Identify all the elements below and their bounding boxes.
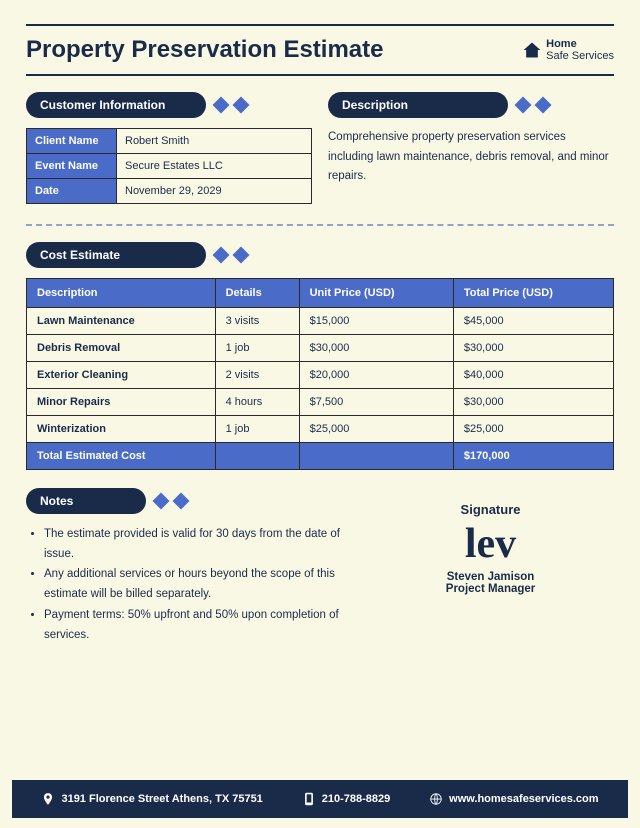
globe-icon [429,792,443,806]
cost-estimate-heading: Cost Estimate [26,242,206,268]
page-footer: 3191 Florence Street Athens, TX 75751 21… [12,780,628,818]
cell-total: $25,000 [453,416,613,443]
cell-unit: $7,500 [299,389,453,416]
client-name-value: Robert Smith [117,129,312,154]
diamond-decor [152,495,190,507]
cell-desc: Debris Removal [27,335,216,362]
table-row: Client Name Robert Smith [27,129,312,154]
table-row: Event Name Secure Estates LLC [27,154,312,179]
col-total-price: Total Price (USD) [453,279,613,308]
house-icon [522,40,542,60]
cell-desc: Minor Repairs [27,389,216,416]
cell-unit: $15,000 [299,308,453,335]
signature-name: Steven Jamison [367,571,614,583]
logo-line1: Home [546,38,614,50]
cell-details: 1 job [215,416,299,443]
cell-total: $40,000 [453,362,613,389]
cell-desc: Lawn Maintenance [27,308,216,335]
table-row: Winterization 1 job $25,000 $25,000 [27,416,614,443]
event-name-value: Secure Estates LLC [117,154,312,179]
location-icon [41,792,55,806]
description-text: Comprehensive property preservation serv… [328,128,614,187]
col-details: Details [215,279,299,308]
table-row: Date November 29, 2029 [27,179,312,204]
table-row: Minor Repairs 4 hours $7,500 $30,000 [27,389,614,416]
cell-details: 3 visits [215,308,299,335]
diamond-decor [514,99,552,111]
footer-phone: 210-788-8829 [322,793,391,805]
customer-info-table: Client Name Robert Smith Event Name Secu… [26,128,312,204]
footer-address: 3191 Florence Street Athens, TX 75751 [61,793,262,805]
signature-role: Project Manager [367,583,614,595]
cell-unit: $30,000 [299,335,453,362]
footer-website: www.homesafeservices.com [449,793,598,805]
notes-heading: Notes [26,488,146,514]
customer-info-heading: Customer Information [26,92,206,118]
client-name-label: Client Name [27,129,117,154]
cell-desc: Exterior Cleaning [27,362,216,389]
note-item: Payment terms: 50% upfront and 50% upon … [44,605,347,645]
page-title: Property Preservation Estimate [26,36,383,64]
cost-estimate-table: Description Details Unit Price (USD) Tot… [26,278,614,470]
cell-total: $45,000 [453,308,613,335]
cell-desc: Winterization [27,416,216,443]
table-row: Debris Removal 1 job $30,000 $30,000 [27,335,614,362]
description-heading: Description [328,92,508,118]
cell-details: 2 visits [215,362,299,389]
diamond-decor [212,249,250,261]
total-label: Total Estimated Cost [27,443,216,470]
company-logo: Home Safe Services [522,38,614,62]
cell-unit: $25,000 [299,416,453,443]
table-row: Lawn Maintenance 3 visits $15,000 $45,00… [27,308,614,335]
signature-heading: Signature [367,502,614,517]
cell-total: $30,000 [453,389,613,416]
cell-details: 1 job [215,335,299,362]
date-value: November 29, 2029 [117,179,312,204]
diamond-decor [212,99,250,111]
event-name-label: Event Name [27,154,117,179]
note-item: Any additional services or hours beyond … [44,564,347,604]
table-row: Exterior Cleaning 2 visits $20,000 $40,0… [27,362,614,389]
col-unit-price: Unit Price (USD) [299,279,453,308]
logo-line2: Safe Services [546,50,614,62]
date-label: Date [27,179,117,204]
cell-unit: $20,000 [299,362,453,389]
total-value: $170,000 [453,443,613,470]
signature-scribble: lev [367,523,614,565]
notes-list: The estimate provided is valid for 30 da… [26,524,347,645]
cell-details: 4 hours [215,389,299,416]
phone-icon [302,792,316,806]
note-item: The estimate provided is valid for 30 da… [44,524,347,564]
col-description: Description [27,279,216,308]
cell-total: $30,000 [453,335,613,362]
